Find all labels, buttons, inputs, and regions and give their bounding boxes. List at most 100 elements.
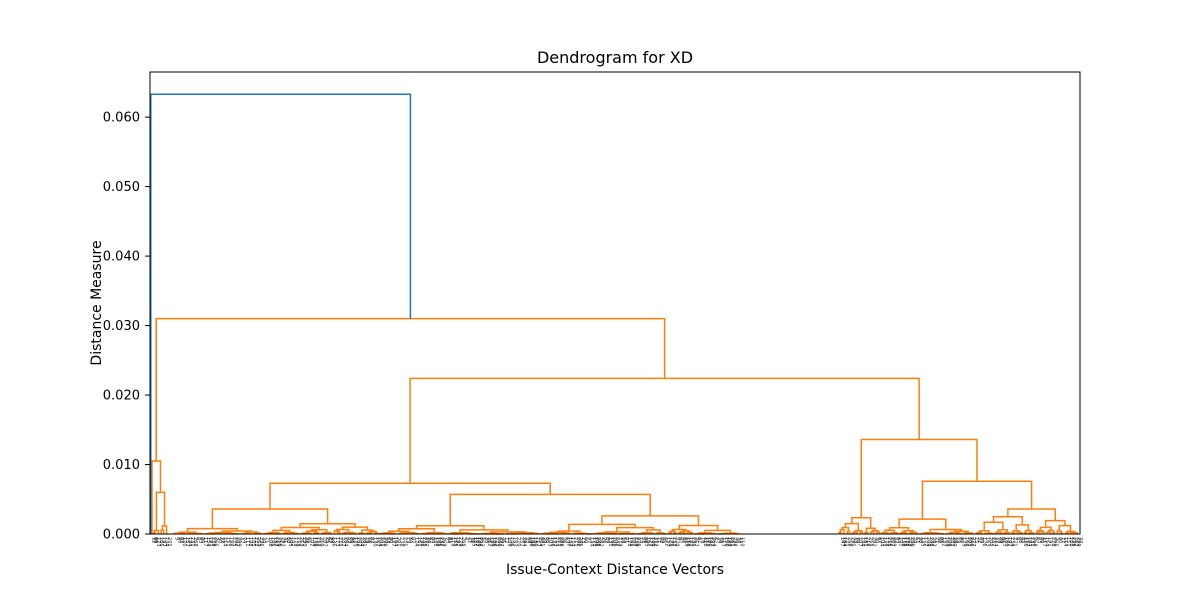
leaf-label: 162 [646,537,652,547]
leaf-label: 262 [1072,537,1078,547]
leaf-label: 28 [303,537,309,543]
dendrogram-link [1044,519,1066,528]
leaf-label: 58 [936,537,942,543]
leaf-label: 276 [635,537,641,547]
dendrogram-link [992,515,1024,525]
dendrogram-link [150,93,412,534]
leaf-label: 264 [711,537,717,547]
y-tick-label: 0.010 [103,458,140,473]
dendrogram-links [150,93,1079,535]
leaf-label: 68 [285,537,291,543]
leaf-label: 9 [173,537,179,540]
leaf-label: 105 [287,537,293,547]
leaf-label: 204 [377,537,383,547]
dendrogram-link [402,531,416,534]
leaf-label: 277 [970,537,976,547]
leaf-label: 67 [876,537,882,543]
dendrogram-link [269,482,551,509]
leaf-label: 228 [210,537,216,547]
leaf-label: 158 [434,537,440,547]
leaf-label: 138 [900,537,906,547]
leaf-label: 134 [588,537,594,547]
leaf-label: 209 [925,537,931,547]
leaf-label: 19 [363,537,369,543]
leaf-label: 223 [493,537,499,547]
leaf-label: 188 [1068,537,1074,547]
leaf-label: 70 [854,537,860,543]
leaf-label: 190 [707,537,713,547]
leaf-label: 217 [534,537,540,547]
leaf-label: 216 [295,537,301,547]
leaf-label: 280 [951,537,957,547]
leaf-label: 71 [263,537,269,543]
dendrogram-link [343,531,354,534]
leaf-label: 112 [487,537,493,547]
leaf-label: 206 [946,537,952,547]
leaf-label: 191 [208,537,214,547]
dendrogram-link [160,529,165,534]
leaf-label: 236 [651,537,657,547]
leaf-label: 129 [961,537,967,547]
leaf-label: 83 [1020,537,1026,543]
leaf-label: 201 [395,537,401,547]
leaf-label: 256 [277,537,283,547]
leaf-label: 231 [189,537,195,547]
leaf-label: 122 [663,537,669,547]
leaf-label: 225 [1070,537,1076,547]
leaf-label: 76 [718,537,724,543]
leaf-label: 133 [352,537,358,547]
leaf-label: 292 [871,537,877,547]
leaf-label: 106 [528,537,534,547]
leaf-label: 85 [661,537,667,543]
leaf-label: 87 [410,537,416,543]
dendrogram-link [322,531,331,534]
leaf-label: 114 [1062,537,1068,547]
leaf-label: 90 [387,537,393,543]
leaf-label: 47 [427,537,433,543]
leaf-label: 215 [886,537,892,547]
leaf-label: 234 [163,537,169,547]
dendrogram-link [1037,529,1044,532]
leaf-label: 80 [199,537,205,543]
dendrogram-link [860,438,978,518]
leaf-label: 123 [155,537,161,547]
leaf-label: 39 [716,537,722,543]
leaf-label: 285 [577,537,583,547]
leaf-label: 31 [282,537,288,543]
leaf-label: 27 [893,537,899,543]
leaf-label: 232 [438,537,444,547]
leaf-label: 104 [879,537,885,547]
leaf-label: 126 [981,537,987,547]
leaf-label: 255 [867,537,873,547]
leaf-label: 15 [973,537,979,543]
leaf-label: 210 [337,537,343,547]
leaf-label: 152 [472,537,478,547]
leaf-label: 20 [600,537,606,543]
leaf-label: 203 [966,537,972,547]
leaf-label: 72 [503,537,509,543]
leaf-label: 228 [1050,537,1056,547]
dendrogram-link [449,493,651,526]
leaf-label: 54 [621,537,627,543]
leaf-label: 226 [477,537,483,547]
leaf-label: 197 [161,537,167,547]
leaf-label: 237 [990,537,996,547]
leaf-label: 159 [666,537,672,547]
leaf-label: 36 [734,537,740,543]
leaf-label: 93 [368,537,374,543]
leaf-label: 294 [521,537,527,547]
leaf-label: 84 [429,537,435,543]
leaf-label: 157 [1024,537,1030,547]
leaf-label: 34 [261,537,267,543]
leaf-label: 164 [392,537,398,547]
leaf-label: 175 [902,537,908,547]
leaf-label: 45 [678,537,684,543]
leaf-label: 65 [305,537,311,543]
leaf-label: 77 [219,537,225,543]
leaf-label: 77 [1060,537,1066,543]
leaf-label: 289 [890,537,896,547]
leaf-label: 43 [197,537,203,543]
leaf-label: 7 [443,537,449,540]
leaf-label: 121 [432,537,438,547]
leaf-label: 107 [857,537,863,547]
